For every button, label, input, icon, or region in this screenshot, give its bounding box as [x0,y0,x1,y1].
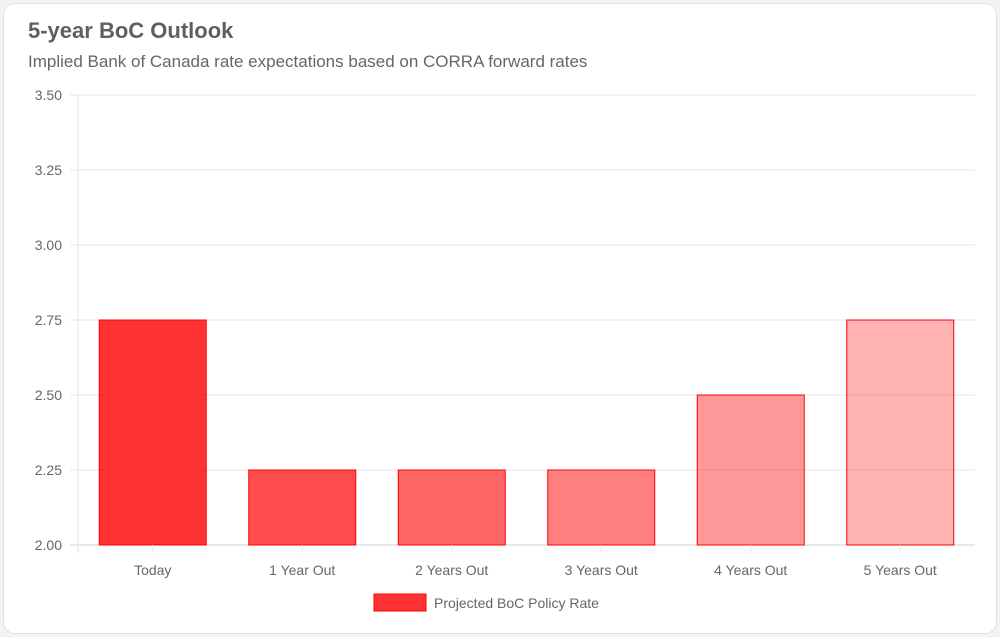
y-tick-label: 2.50 [35,387,62,403]
y-tick-label: 3.25 [35,162,62,178]
bar [846,319,955,546]
y-tick-label: 2.75 [35,312,62,328]
x-tick-label: 3 Years Out [565,562,638,578]
legend-label: Projected BoC Policy Rate [434,595,599,611]
chart-title: 5-year BoC Outlook [28,18,234,43]
x-tick-label: 2 Years Out [415,562,488,578]
x-tick-label: 5 Years Out [864,562,937,578]
bar [248,469,357,546]
y-tick-label: 3.50 [35,87,62,103]
bar [696,394,805,546]
bar [547,469,656,546]
y-tick-label: 3.00 [35,237,62,253]
legend-swatch [373,593,427,612]
y-tick-label: 2.25 [35,462,62,478]
x-tick-label: Today [134,562,171,578]
x-tick-label: 1 Year Out [269,562,335,578]
x-tick-label: 4 Years Out [714,562,787,578]
chart-subtitle: Implied Bank of Canada rate expectations… [28,52,588,71]
bar [397,469,506,546]
y-tick-label: 2.00 [35,537,62,553]
bar [98,319,207,546]
